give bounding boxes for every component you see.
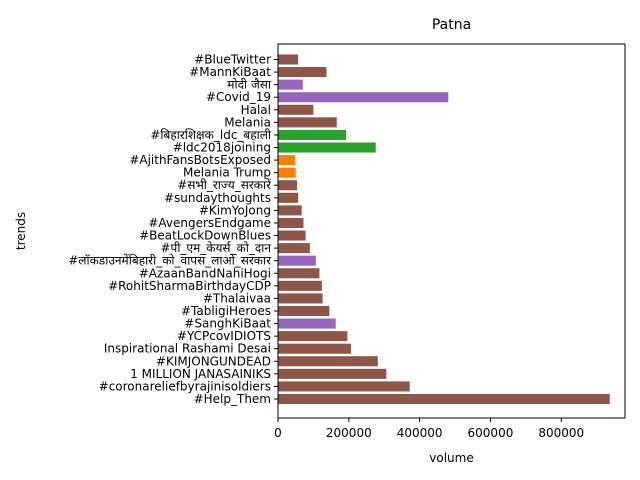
y-tick-label: #Covid_19 (206, 90, 271, 104)
bar (278, 368, 387, 379)
y-tick-label: #YCPcovIDIOTS (177, 329, 271, 343)
bar (278, 167, 296, 178)
y-tick-label: #AvengersEndgame (148, 216, 271, 230)
chart-title: Patna (432, 17, 471, 33)
y-tick-label: #coronareliefbyrajinisoldiers (99, 379, 271, 393)
plot-frame (277, 43, 626, 419)
bar (278, 393, 610, 405)
x-tick-label: 0 (274, 426, 282, 440)
bar (278, 104, 314, 115)
x-tick-label: 600000 (468, 426, 514, 440)
bar (278, 280, 322, 291)
x-axis-label: volume (429, 451, 473, 465)
bar (278, 155, 295, 166)
bar (278, 305, 330, 317)
bar (278, 54, 299, 65)
bar (278, 268, 320, 279)
bar (278, 117, 337, 128)
bar (278, 230, 306, 241)
y-tick-label: #Help_Them (194, 392, 271, 406)
bar (278, 331, 348, 342)
bar (278, 381, 410, 392)
bar (278, 243, 310, 254)
y-tick-label: #SanghKiBaat (184, 317, 271, 331)
y-tick-label: #पी_एम_केयर्स_को_दान (160, 241, 271, 255)
y-tick-label: 1 MILLION JANASAINIKS (130, 367, 271, 381)
y-tick-label: #बिहारशिक्षक_ldc_बहाली (150, 128, 272, 142)
y-tick-label: Inspirational Rashami Desai (104, 342, 271, 356)
y-tick-label: #लॉकडाउनमेंबिहारी_को_वापस_लाओ_सरकार (68, 254, 272, 268)
bar (278, 318, 336, 329)
y-tick-label: #BeatLockDownBlues (139, 229, 271, 243)
y-tick-label: #ldc2018joining (173, 141, 271, 155)
y-tick-label: #TabligiHeroes (181, 304, 271, 318)
x-tick-label: 200000 (326, 426, 372, 440)
bars-group (278, 54, 610, 405)
bar (278, 217, 304, 228)
bar (278, 92, 449, 103)
bar (278, 293, 323, 304)
bar (278, 67, 327, 78)
bar (278, 180, 298, 191)
bar (278, 356, 378, 367)
y-tick-label: #KimYoJong (199, 203, 271, 217)
bar (278, 129, 346, 140)
bar (278, 142, 376, 153)
x-tick-label: 400000 (397, 426, 443, 440)
y-tick-label: #AzaanBandNahiHogi (139, 266, 271, 280)
y-axis-label: trends (14, 212, 28, 250)
y-tick-label: Melania Trump (183, 166, 271, 180)
y-tick-label: #BlueTwitter (194, 53, 271, 67)
y-tick-label: #sundaythoughts (164, 191, 271, 205)
y-tick-label: #RohitSharmaBirthdayCDP (108, 279, 271, 293)
x-tick-label: 800000 (538, 426, 584, 440)
y-tick-label: #KIMJONGUNDEAD (156, 354, 271, 368)
bar (278, 79, 303, 90)
y-tick-label: Halal (241, 103, 271, 117)
x-ticks-group: 0 200000 400000 600000 800000 (274, 418, 584, 440)
y-tick-label: Melania (224, 115, 271, 129)
y-tick-label: मोदी जैसा (227, 78, 272, 92)
bar (278, 192, 299, 203)
bar (278, 343, 351, 354)
bar (278, 255, 316, 266)
bar (278, 205, 302, 216)
y-tick-label: #MannKiBaat (189, 65, 271, 79)
y-tick-label: #सभी_राज्य_सरकारें (177, 178, 272, 192)
y-tick-label: #Thalaivaa (203, 291, 271, 305)
y-tick-label: #AjithFansBotsExposed (129, 153, 271, 167)
